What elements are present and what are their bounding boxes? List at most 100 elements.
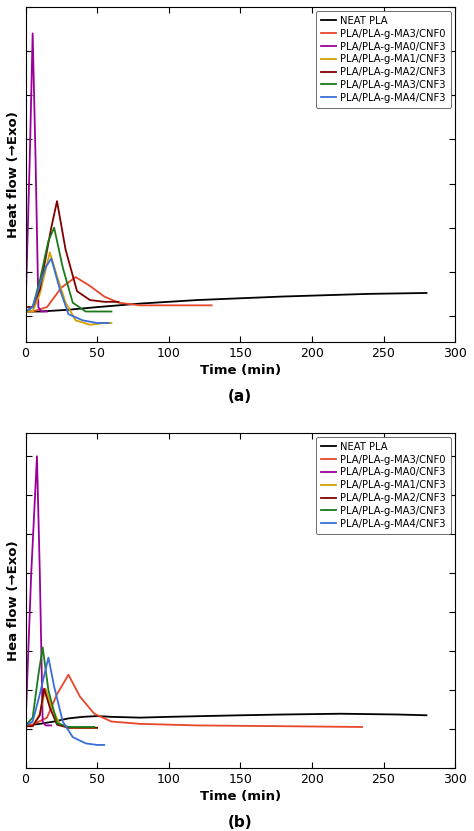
NEAT PLA [94,302,100,312]
NEAT PLA [37,307,43,317]
PLA/PLA-g-MA1/CNF3 [37,289,43,299]
PLA/PLA-g-MA0/CNF3 [43,720,48,730]
PLA/PLA-g-MA3/CNF0 [73,272,79,282]
Line: PLA/PLA-g-MA1/CNF3: PLA/PLA-g-MA1/CNF3 [26,689,97,728]
NEAT PLA [109,712,114,722]
PLA/PLA-g-MA1/CNF3 [73,315,79,325]
PLA/PLA-g-MA3/CNF3 [54,718,60,728]
PLA/PLA-g-MA2/CNF3 [37,284,43,294]
PLA/PLA-g-MA1/CNF3 [65,723,71,733]
NEAT PLA [281,710,286,720]
PLA/PLA-g-MA3/CNF0 [194,720,200,730]
NEAT PLA [366,289,372,299]
PLA/PLA-g-MA1/CNF3 [43,684,48,694]
PLA/PLA-g-MA3/CNF3 [30,302,36,312]
PLA/PLA-g-MA1/CNF3 [48,701,54,711]
PLA/PLA-g-MA0/CNF3 [34,451,40,461]
NEAT PLA [65,305,71,315]
PLA/PLA-g-MA4/CNF3 [23,307,28,317]
PLA/PLA-g-MA4/CNF3 [37,280,43,290]
PLA/PLA-g-MA3/CNF3 [23,307,28,317]
PLA/PLA-g-MA3/CNF3 [109,307,114,317]
PLA/PLA-g-MA2/CNF3 [87,295,93,305]
PLA/PLA-g-MA0/CNF3 [46,720,51,730]
NEAT PLA [65,714,71,724]
PLA/PLA-g-MA4/CNF3 [30,302,36,312]
Line: PLA/PLA-g-MA4/CNF3: PLA/PLA-g-MA4/CNF3 [26,657,104,745]
PLA/PLA-g-MA2/CNF3 [80,723,86,733]
PLA/PLA-g-MA2/CNF3 [30,302,36,312]
PLA/PLA-g-MA4/CNF3 [30,716,36,726]
Line: PLA/PLA-g-MA3/CNF3: PLA/PLA-g-MA3/CNF3 [26,647,94,727]
PLA/PLA-g-MA1/CNF3 [23,721,28,731]
Line: PLA/PLA-g-MA2/CNF3: PLA/PLA-g-MA2/CNF3 [26,689,97,728]
PLA/PLA-g-MA3/CNF0 [44,713,50,723]
PLA/PLA-g-MA0/CNF3 [36,302,41,312]
NEAT PLA [94,711,100,721]
PLA/PLA-g-MA3/CNF3 [70,297,75,307]
PLA/PLA-g-MA3/CNF0 [101,292,107,302]
NEAT PLA [30,307,36,317]
PLA/PLA-g-MA3/CNF3 [36,670,41,680]
Line: NEAT PLA: NEAT PLA [26,293,427,312]
PLA/PLA-g-MA2/CNF3 [74,286,80,296]
PLA/PLA-g-MA3/CNF0 [87,281,93,291]
Text: (a): (a) [228,390,252,405]
PLA/PLA-g-MA3/CNF3 [60,263,65,273]
PLA/PLA-g-MA3/CNF0 [137,300,143,310]
PLA/PLA-g-MA2/CNF3 [94,723,100,733]
PLA/PLA-g-MA4/CNF3 [80,315,86,325]
PLA/PLA-g-MA3/CNF0 [91,709,97,719]
PLA/PLA-g-MA1/CNF3 [63,297,68,307]
PLA/PLA-g-MA4/CNF3 [94,740,100,750]
PLA/PLA-g-MA4/CNF3 [70,732,75,742]
PLA/PLA-g-MA3/CNF3 [51,223,57,233]
PLA/PLA-g-MA1/CNF3 [57,720,63,730]
NEAT PLA [23,720,28,730]
PLA/PLA-g-MA2/CNF3 [41,684,47,694]
PLA/PLA-g-MA3/CNF0 [23,307,28,317]
PLA/PLA-g-MA4/CNF3 [101,740,107,750]
PLA/PLA-g-MA2/CNF3 [23,302,28,312]
PLA/PLA-g-MA4/CNF3 [65,309,71,319]
NEAT PLA [424,711,429,720]
NEAT PLA [137,298,143,308]
PLA/PLA-g-MA0/CNF3 [48,720,54,730]
PLA/PLA-g-MA1/CNF3 [109,318,114,328]
PLA/PLA-g-MA3/CNF3 [83,307,89,317]
PLA/PLA-g-MA4/CNF3 [83,739,89,749]
NEAT PLA [51,306,57,316]
PLA/PLA-g-MA4/CNF3 [46,652,51,662]
PLA/PLA-g-MA4/CNF3 [43,263,48,273]
Line: PLA/PLA-g-MA2/CNF3: PLA/PLA-g-MA2/CNF3 [26,201,119,307]
X-axis label: Time (min): Time (min) [200,790,281,804]
Line: PLA/PLA-g-MA0/CNF3: PLA/PLA-g-MA0/CNF3 [26,456,51,725]
PLA/PLA-g-MA3/CNF0 [109,716,114,726]
NEAT PLA [395,710,401,720]
PLA/PLA-g-MA4/CNF3 [94,318,100,328]
Legend: NEAT PLA, PLA/PLA-g-MA3/CNF0, PLA/PLA-g-MA0/CNF3, PLA/PLA-g-MA1/CNF3, PLA/PLA-g-: NEAT PLA, PLA/PLA-g-MA3/CNF0, PLA/PLA-g-… [317,11,451,108]
PLA/PLA-g-MA3/CNF3 [80,722,86,732]
PLA/PLA-g-MA1/CNF3 [94,723,100,733]
PLA/PLA-g-MA3/CNF0 [58,283,64,293]
PLA/PLA-g-MA3/CNF0 [359,722,365,732]
PLA/PLA-g-MA3/CNF3 [37,276,43,286]
PLA/PLA-g-MA0/CNF3 [23,720,28,730]
PLA/PLA-g-MA1/CNF3 [30,721,36,731]
PLA/PLA-g-MA0/CNF3 [41,307,47,317]
Text: (b): (b) [228,815,253,830]
PLA/PLA-g-MA1/CNF3 [101,318,107,328]
PLA/PLA-g-MA2/CNF3 [65,723,71,733]
PLA/PLA-g-MA0/CNF3 [33,152,38,162]
NEAT PLA [137,713,143,723]
PLA/PLA-g-MA3/CNF3 [91,722,97,732]
Line: PLA/PLA-g-MA1/CNF3: PLA/PLA-g-MA1/CNF3 [26,253,111,325]
PLA/PLA-g-MA3/CNF0 [209,300,215,310]
PLA/PLA-g-MA1/CNF3 [54,271,60,281]
PLA/PLA-g-MA0/CNF3 [28,568,34,578]
PLA/PLA-g-MA3/CNF3 [30,713,36,723]
PLA/PLA-g-MA0/CNF3 [38,307,44,317]
PLA/PLA-g-MA2/CNF3 [23,721,28,731]
PLA/PLA-g-MA2/CNF3 [37,711,43,720]
NEAT PLA [37,719,43,729]
